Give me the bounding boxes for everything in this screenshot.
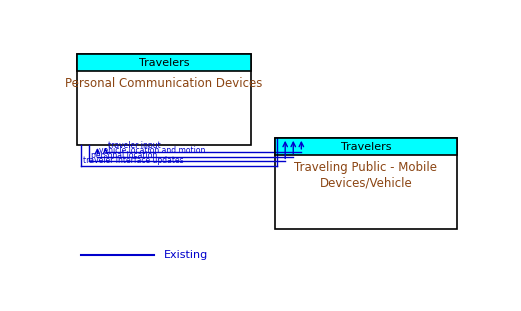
- Text: Personal Communication Devices: Personal Communication Devices: [65, 77, 263, 90]
- Text: personal location: personal location: [91, 151, 158, 160]
- Text: Travelers: Travelers: [341, 142, 391, 151]
- Bar: [275, 138, 457, 155]
- Bar: [77, 54, 251, 71]
- Bar: [77, 54, 251, 145]
- Text: Traveling Public - Mobile
Devices/Vehicle: Traveling Public - Mobile Devices/Vehicl…: [294, 161, 438, 189]
- Bar: [77, 54, 251, 71]
- Text: traveler input: traveler input: [107, 142, 160, 150]
- Text: traveler interface updates: traveler interface updates: [83, 156, 184, 165]
- Text: Existing: Existing: [164, 250, 208, 260]
- Text: vehicle location and motion: vehicle location and motion: [100, 146, 206, 155]
- Bar: [275, 138, 457, 155]
- Bar: [275, 138, 457, 229]
- Text: Travelers: Travelers: [139, 58, 189, 68]
